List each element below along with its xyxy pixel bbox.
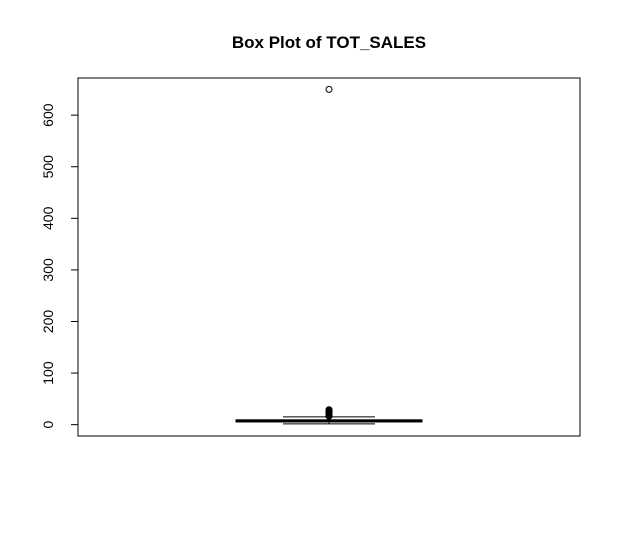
plot-frame bbox=[77, 77, 581, 437]
y-tick-label: 200 bbox=[40, 310, 56, 334]
y-tick-label: 400 bbox=[40, 206, 56, 230]
y-tick-label: 0 bbox=[40, 421, 56, 429]
outlier-point bbox=[325, 412, 333, 420]
y-tick-label: 300 bbox=[40, 258, 56, 282]
outlier-point bbox=[325, 85, 333, 93]
y-tick-label: 100 bbox=[40, 361, 56, 385]
chart-title: Box Plot of TOT_SALES bbox=[232, 33, 426, 52]
box-plot bbox=[235, 416, 423, 425]
y-tick-label: 600 bbox=[40, 103, 56, 127]
y-tick-label: 500 bbox=[40, 155, 56, 179]
outlier-points bbox=[325, 85, 333, 420]
y-axis: 0 100 200 300 400 500 600 bbox=[40, 103, 79, 429]
